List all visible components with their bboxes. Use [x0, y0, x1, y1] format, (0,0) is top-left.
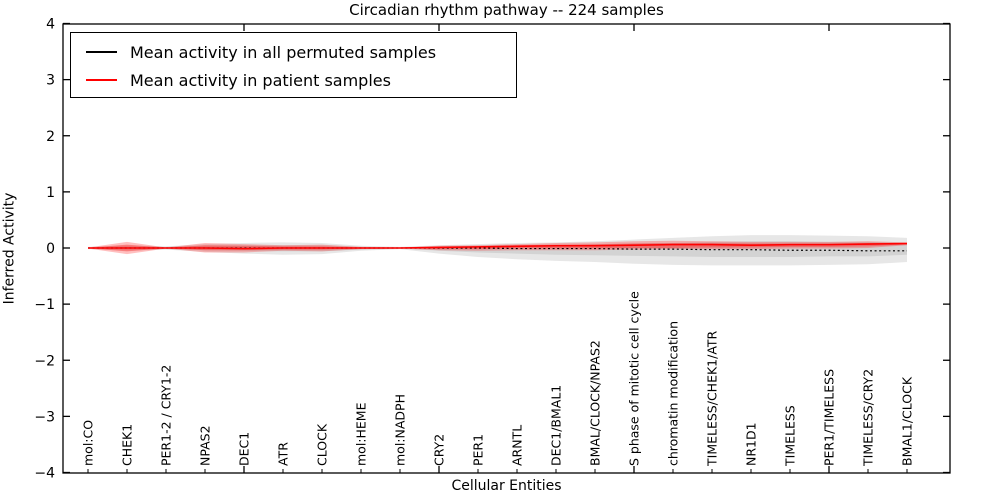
x-tick-label: NR1D1: [744, 422, 759, 466]
series-line-1: [88, 242, 908, 250]
y-tick-label: 2: [46, 129, 55, 145]
chart-title: Circadian rhythm pathway -- 224 samples: [349, 1, 664, 19]
legend-line-sample-black: [86, 51, 117, 53]
x-tick-label: NPAS2: [198, 425, 213, 466]
x-tick-label: DEC1/BMAL1: [549, 385, 564, 466]
x-tick-label: S phase of mitotic cell cycle: [627, 291, 642, 466]
x-tick-label: ARNTL: [510, 425, 525, 466]
x-tick-label: mol:NADPH: [393, 394, 408, 466]
x-tick-label: CRY2: [432, 434, 447, 466]
y-tick-label: 1: [46, 185, 55, 201]
x-tick-label: ATR: [276, 442, 291, 466]
y-tick-label: 0: [46, 241, 55, 257]
x-tick-label: CLOCK: [315, 423, 330, 466]
y-tick-label: −1: [34, 297, 55, 313]
y-tick-label: −4: [34, 466, 55, 482]
permuted-spread-outer: [88, 235, 907, 266]
x-tick-label: mol:CO: [81, 420, 96, 466]
y-tick-label: 3: [46, 73, 55, 89]
x-tick-label: mol:HEME: [354, 402, 369, 466]
legend-label-patient: Mean activity in patient samples: [130, 70, 391, 90]
y-tick-label: −2: [34, 353, 55, 369]
legend-line-sample-red: [86, 79, 117, 81]
legend-label-permuted: Mean activity in all permuted samples: [130, 42, 437, 62]
x-tick-label: TIMELESS/CRY2: [861, 369, 876, 467]
y-tick-label: −3: [34, 409, 55, 425]
series-line-0: [88, 247, 907, 252]
x-tick-label: TIMELESS: [783, 405, 798, 467]
x-tick-label: TIMELESS/CHEK1/ATR: [705, 330, 720, 467]
x-axis-title: Cellular Entities: [451, 478, 562, 494]
x-tick-label: chromatin modification: [666, 321, 681, 466]
x-tick-label: PER1: [471, 434, 486, 466]
y-tick-label: 4: [46, 17, 55, 33]
x-tick-label: PER1/TIMELESS: [822, 369, 837, 466]
x-tick-label: BMAL/CLOCK/NPAS2: [588, 340, 603, 466]
x-tick-label: CHEK1: [120, 424, 135, 466]
x-tick-label: BMAL1/CLOCK: [900, 376, 915, 466]
legend-item-patient: Mean activity in patient samples: [86, 66, 516, 94]
legend-item-permuted: Mean activity in all permuted samples: [86, 38, 516, 66]
legend: Mean activity in all permuted samples Me…: [70, 32, 517, 98]
x-tick-label: DEC1: [237, 432, 252, 466]
x-tick-label: PER1-2 / CRY1-2: [159, 365, 174, 466]
y-axis-title: Inferred Activity: [1, 192, 18, 305]
